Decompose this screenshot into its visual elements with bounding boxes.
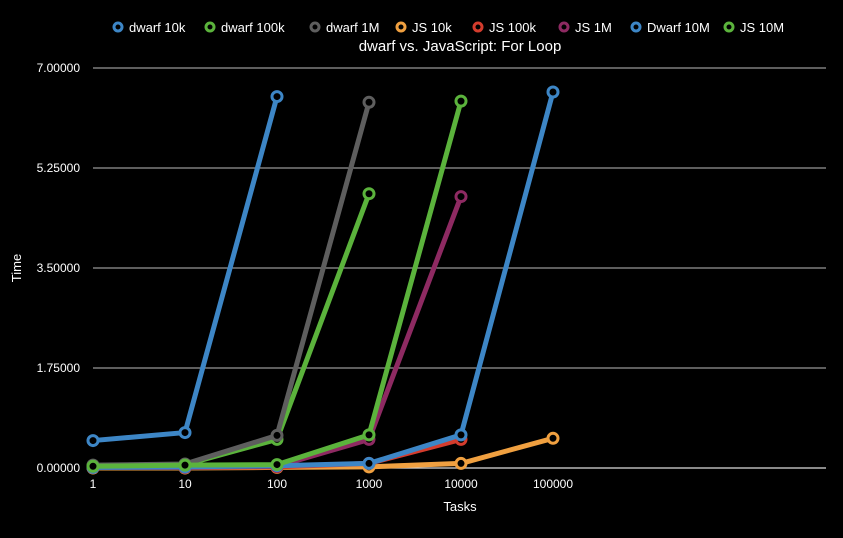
legend-item[interactable]: dwarf 100k [204, 20, 285, 35]
data-point[interactable] [362, 95, 376, 109]
legend-label: Dwarf 10M [647, 20, 710, 35]
y-tick-label: 7.00000 [37, 61, 81, 75]
legend-item[interactable]: JS 10k [395, 20, 452, 35]
legend-marker [395, 21, 407, 33]
legend-marker [472, 21, 484, 33]
y-tick-label: 0.00000 [37, 461, 81, 475]
data-point[interactable] [270, 90, 284, 104]
legend-marker [630, 21, 642, 33]
series-layer [86, 85, 560, 475]
data-point[interactable] [454, 456, 468, 470]
data-point[interactable] [270, 458, 284, 472]
data-point[interactable] [362, 428, 376, 442]
x-tick-label: 10 [178, 477, 192, 491]
x-tick-label: 100 [267, 477, 287, 491]
x-axis-ticks: 1 10 100 1000 10000 100000 [90, 477, 574, 491]
legend-item[interactable]: dwarf 1M [309, 20, 379, 35]
legend: dwarf 10k dwarf 100k dwarf 1M JS 10k JS 100k… [112, 20, 784, 35]
data-point[interactable] [546, 431, 560, 445]
data-point[interactable] [178, 426, 192, 440]
series-group [86, 90, 284, 448]
series-group [86, 94, 468, 473]
data-point[interactable] [86, 459, 100, 473]
series-group [86, 85, 560, 474]
data-point[interactable] [454, 190, 468, 204]
x-tick-label: 10000 [444, 477, 478, 491]
legend-label: dwarf 10k [129, 20, 186, 35]
series-line [90, 94, 280, 444]
legend-label: JS 1M [575, 20, 612, 35]
data-point[interactable] [454, 428, 468, 442]
x-axis-label: Tasks [443, 499, 477, 514]
y-axis-label: Time [9, 254, 24, 282]
data-point[interactable] [546, 85, 560, 99]
legend-item[interactable]: JS 1M [558, 20, 612, 35]
series-line [90, 99, 372, 468]
legend-marker [558, 21, 570, 33]
legend-marker [723, 21, 735, 33]
x-tick-label: 1000 [356, 477, 383, 491]
y-tick-label: 1.75000 [37, 361, 81, 375]
y-axis-ticks: 0.00000 1.75000 3.50000 5.25000 7.00000 [37, 61, 81, 475]
chart-title: dwarf vs. JavaScript: For Loop [359, 38, 562, 55]
series-line [90, 89, 556, 470]
legend-item[interactable]: JS 10M [723, 20, 784, 35]
x-tick-label: 100000 [533, 477, 573, 491]
data-point[interactable] [178, 458, 192, 472]
legend-label: JS 10M [740, 20, 784, 35]
data-point[interactable] [362, 187, 376, 201]
legend-item[interactable]: JS 100k [472, 20, 536, 35]
y-tick-label: 5.25000 [37, 161, 81, 175]
legend-label: JS 100k [489, 20, 536, 35]
legend-marker [204, 21, 216, 33]
legend-item[interactable]: Dwarf 10M [630, 20, 710, 35]
legend-marker [309, 21, 321, 33]
series-group [86, 95, 376, 472]
legend-label: dwarf 100k [221, 20, 285, 35]
data-point[interactable] [86, 434, 100, 448]
series-line [90, 191, 372, 469]
series-line [90, 98, 464, 469]
legend-item[interactable]: dwarf 10k [112, 20, 186, 35]
legend-label: JS 10k [412, 20, 452, 35]
legend-label: dwarf 1M [326, 20, 379, 35]
data-point[interactable] [270, 428, 284, 442]
grid [93, 67, 826, 469]
y-tick-label: 3.50000 [37, 261, 81, 275]
data-point[interactable] [362, 456, 376, 470]
data-point[interactable] [454, 94, 468, 108]
legend-marker [112, 21, 124, 33]
x-tick-label: 1 [90, 477, 97, 491]
